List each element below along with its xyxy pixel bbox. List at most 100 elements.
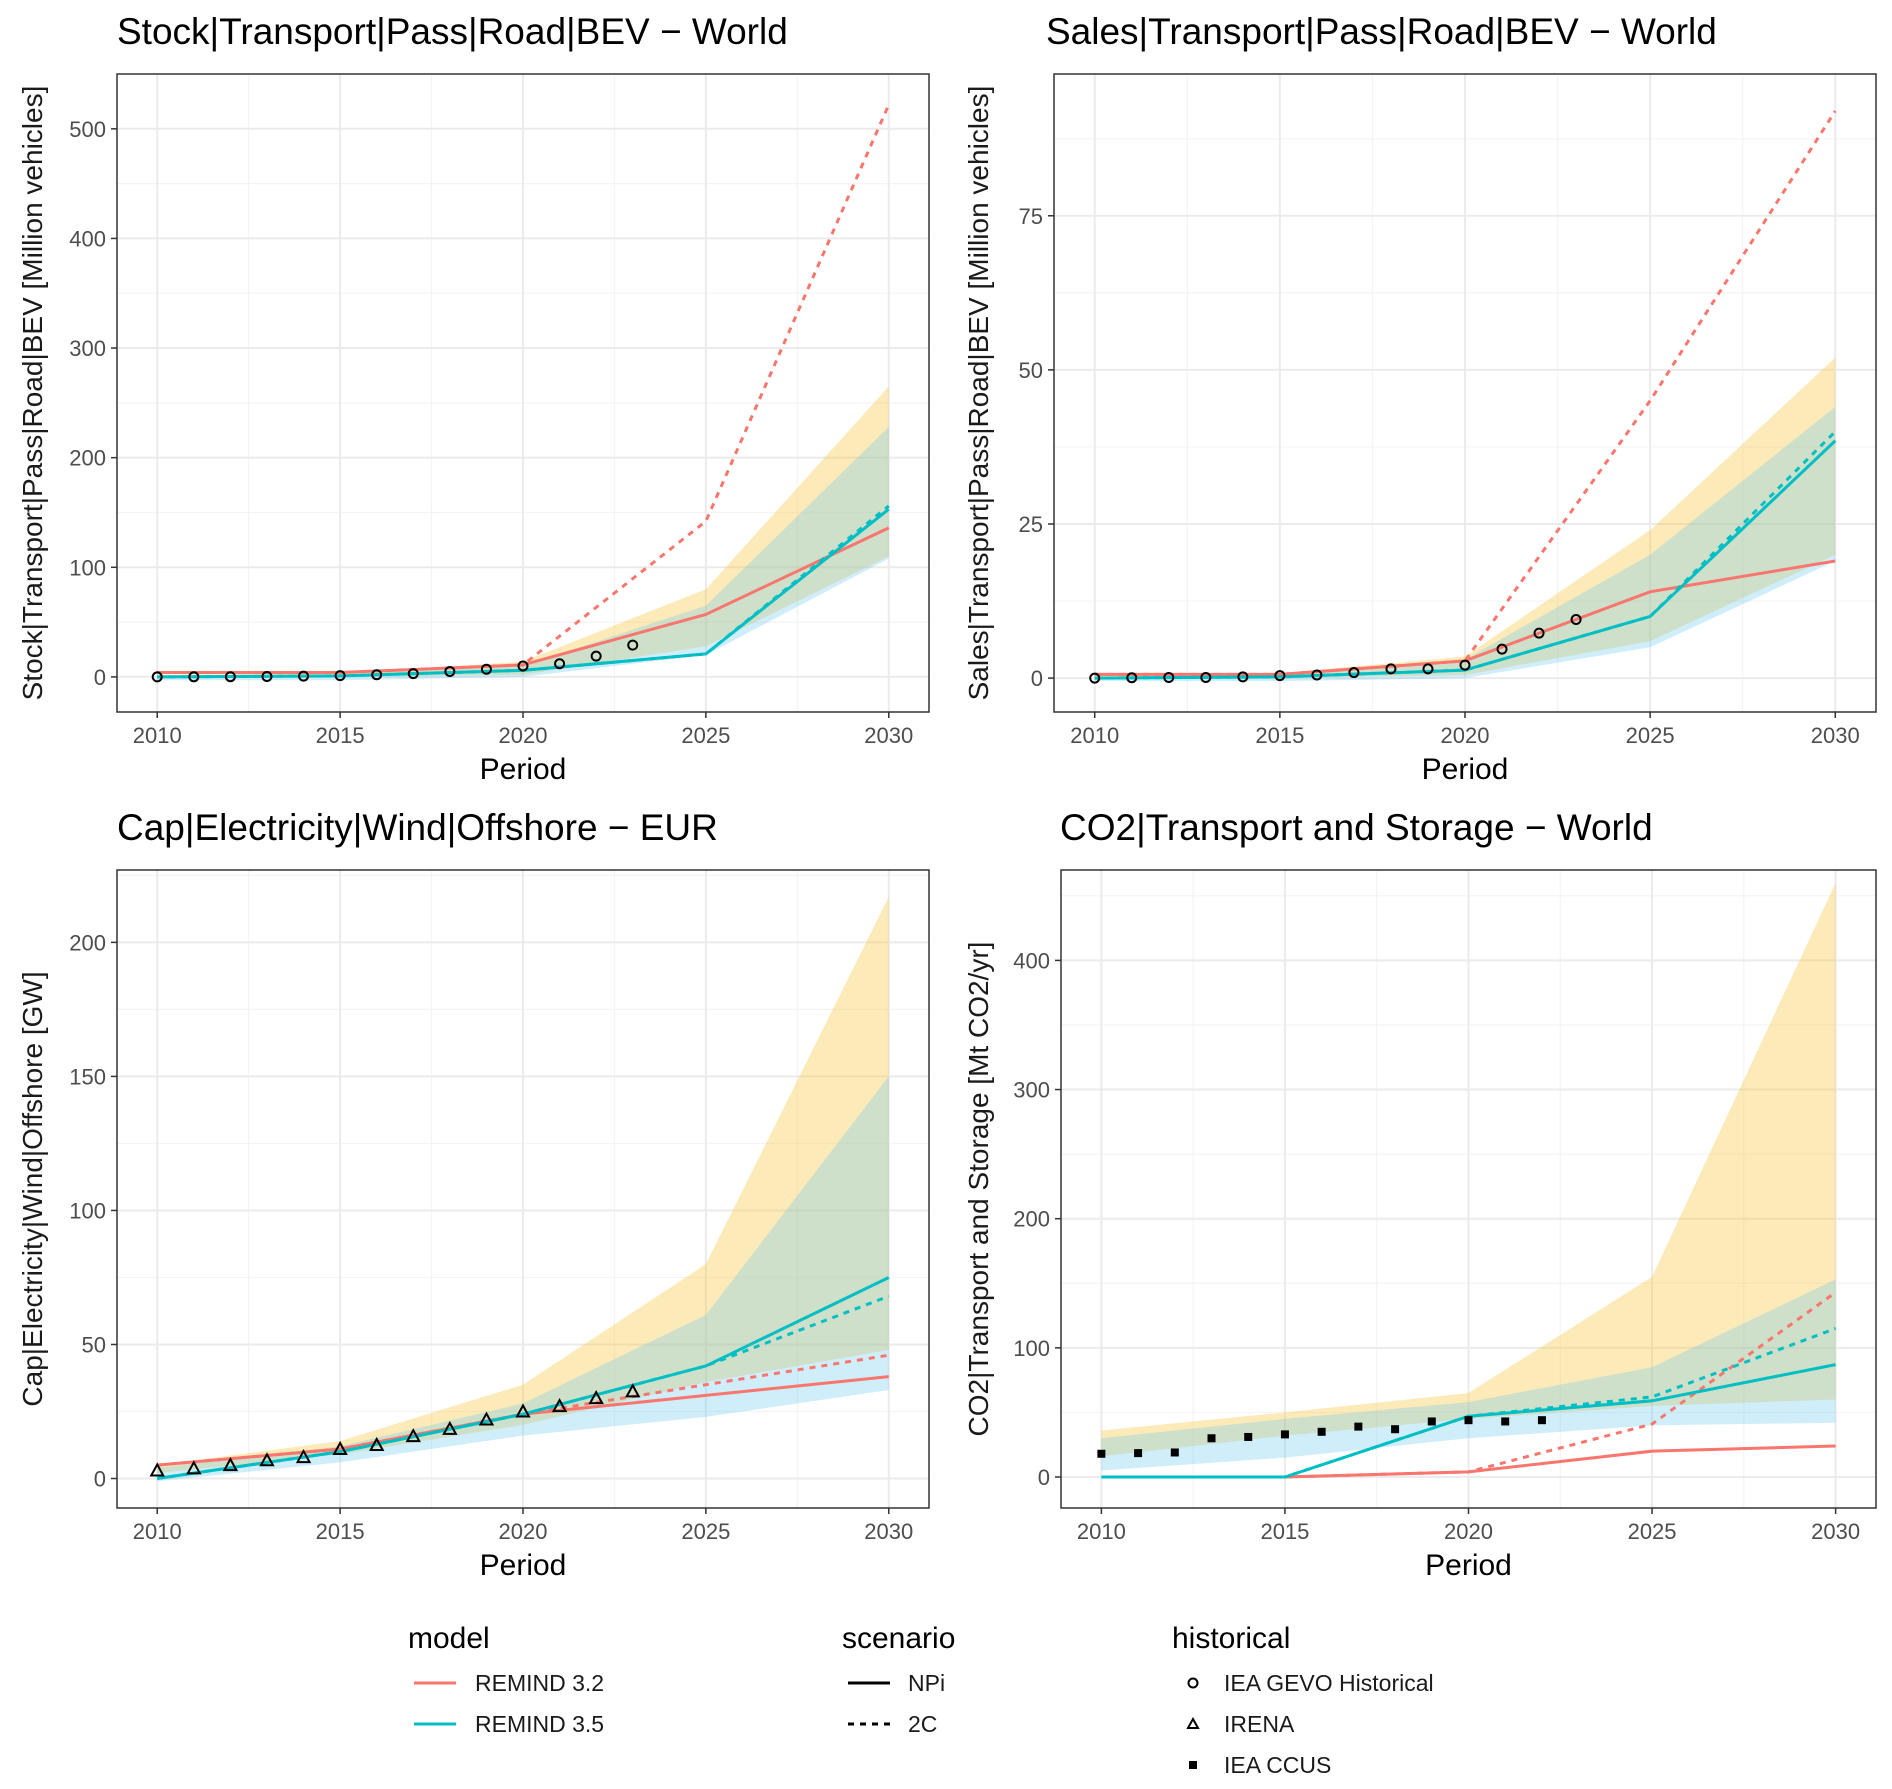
historical-point-iea-gevo-historical — [1089, 672, 1101, 684]
y-tick-label: 0 — [1038, 1465, 1050, 1490]
historical-point-irena — [222, 1457, 239, 1472]
historical-point-iea-gevo-historical — [480, 663, 492, 675]
historical-point-irena — [332, 1440, 348, 1456]
y-tick-label: 150 — [69, 1064, 106, 1089]
range-band-yellow — [157, 896, 889, 1474]
x-tick-label: 2030 — [1811, 723, 1860, 748]
y-tick-label: 100 — [69, 555, 106, 580]
x-tick-label: 2010 — [133, 1519, 182, 1544]
series-line-remind-3-2-npi — [1284, 1444, 1836, 1479]
x-tick-label: 2010 — [1070, 723, 1119, 748]
legend-circle-marker-icon — [1187, 1677, 1199, 1689]
panel-offshore-wind: 2010 2015 2020 2025 2030 0 50 100 150 200 Cap|Elec… — [17, 807, 930, 1582]
chart-title: Cap|Electricity|Wind|Offshore − EUR — [117, 807, 718, 848]
historical-point-irena — [186, 1460, 202, 1475]
y-tick-label: 50 — [82, 1332, 106, 1357]
historical-point-iea-gevo-historical — [407, 668, 419, 680]
series-line-remind-3-5-2c — [157, 1294, 890, 1480]
historical-point-iea-ccus — [1537, 1416, 1546, 1425]
x-tick-label: 2025 — [681, 723, 730, 748]
x-tick-label: 2015 — [1260, 1519, 1309, 1544]
x-tick-label: 2015 — [316, 723, 365, 748]
y-tick-label: 400 — [1013, 948, 1050, 973]
y-tick-label: 200 — [69, 446, 106, 471]
historical-point-iea-ccus — [1134, 1449, 1143, 1458]
historical-point-iea-gevo-historical — [188, 671, 200, 683]
y-tick-label: 0 — [94, 1467, 106, 1492]
legend-model: model REMIND 3.2 REMIND 3.5 — [408, 1622, 604, 1737]
x-axis-label: Period — [480, 1549, 567, 1582]
chart-title: CO2|Transport and Storage − World — [1060, 807, 1653, 848]
historical-point-irena — [588, 1390, 604, 1405]
y-tick-label: 100 — [1013, 1336, 1050, 1361]
historical-point-irena — [478, 1411, 495, 1426]
y-tick-label: 75 — [1019, 204, 1043, 229]
y-tick-label: 400 — [69, 226, 106, 251]
historical-point-iea-gevo-historical — [371, 669, 383, 681]
historical-point-iea-gevo-historical — [627, 639, 639, 651]
x-tick-label: 2020 — [1441, 723, 1490, 748]
historical-point-iea-ccus — [1427, 1417, 1436, 1426]
historical-point-iea-ccus — [1354, 1422, 1363, 1431]
data-layer — [1089, 110, 1837, 684]
historical-point-iea-gevo-historical — [1237, 671, 1249, 683]
historical-point-iea-gevo-historical — [1311, 669, 1323, 681]
legend-2c-label: 2C — [908, 1711, 937, 1737]
historical-point-iea-gevo-historical — [1496, 643, 1508, 655]
historical-point-iea-ccus — [1280, 1430, 1289, 1439]
legend-iea-ccus-label: IEA CCUS — [1224, 1752, 1331, 1778]
x-tick-label: 2025 — [681, 1519, 730, 1544]
x-tick-label: 2020 — [499, 723, 548, 748]
historical-point-iea-gevo-historical — [554, 658, 566, 670]
historical-point-iea-gevo-historical — [334, 670, 346, 682]
x-tick-label: 2025 — [1628, 1519, 1677, 1544]
chart-title: Sales|Transport|Pass|Road|BEV − World — [1046, 11, 1717, 52]
y-axis-label: CO2|Transport and Storage [Mt CO2/yr] — [963, 942, 994, 1437]
y-tick-label: 500 — [69, 117, 106, 142]
x-tick-label: 2020 — [1444, 1519, 1493, 1544]
range-band-blue — [1094, 406, 1836, 682]
y-tick-label: 300 — [1013, 1078, 1050, 1103]
historical-point-iea-gevo-historical — [224, 671, 236, 683]
series-line-remind-3-2-2c — [157, 104, 891, 675]
historical-point-iea-gevo-historical — [1533, 627, 1545, 639]
historical-point-iea-ccus — [1391, 1425, 1400, 1434]
legend-remind32-label: REMIND 3.2 — [475, 1670, 604, 1696]
y-tick-label: 0 — [94, 665, 106, 690]
panel-sales-bev: 2010 2015 2020 2025 2030 0 25 50 75 Sales|Transpo… — [963, 11, 1877, 786]
historical-point-iea-gevo-historical — [1385, 663, 1397, 675]
series-line-remind-3-2-2c — [1284, 1291, 1837, 1479]
chart-title: Stock|Transport|Pass|Road|BEV − World — [117, 11, 788, 52]
x-axis-label: Period — [1425, 1549, 1512, 1582]
legend-iea-gevo-label: IEA GEVO Historical — [1224, 1670, 1434, 1696]
range-band-yellow — [1094, 357, 1836, 679]
historical-point-iea-gevo-historical — [1200, 671, 1212, 683]
x-axis-label: Period — [1422, 753, 1509, 786]
historical-point-iea-ccus — [1170, 1448, 1179, 1457]
panel-stock-bev: 2010 2015 2020 2025 2030 0 100 200 300 400 500 Stoc… — [17, 11, 930, 786]
historical-point-iea-gevo-historical — [1126, 672, 1138, 684]
historical-point-iea-ccus — [1464, 1416, 1473, 1425]
y-tick-label: 200 — [69, 930, 106, 955]
y-tick-label: 25 — [1019, 512, 1043, 537]
series-line-remind-3-2-2c — [157, 1353, 890, 1467]
legend-remind35-label: REMIND 3.5 — [475, 1711, 604, 1737]
x-axis-label: Period — [480, 753, 567, 786]
y-tick-label: 300 — [69, 336, 106, 361]
historical-point-iea-ccus — [1207, 1434, 1216, 1443]
historical-point-iea-gevo-historical — [261, 670, 273, 682]
historical-point-iea-ccus — [1097, 1449, 1106, 1458]
legend-scenario: scenario NPi 2C — [842, 1622, 955, 1737]
historical-point-iea-ccus — [1244, 1432, 1253, 1441]
y-axis-label: Cap|Electricity|Wind|Offshore [GW] — [17, 971, 48, 1406]
historical-point-iea-gevo-historical — [298, 670, 310, 682]
range-band-yellow — [157, 386, 889, 677]
historical-point-iea-gevo-historical — [590, 650, 602, 662]
historical-point-irena — [442, 1420, 458, 1435]
x-tick-label: 2030 — [1811, 1519, 1860, 1544]
panel-co2-transport-storage: 2010 2015 2020 2025 2030 0 100 200 300 400 CO2|Tra… — [963, 807, 1877, 1582]
historical-point-iea-ccus — [1317, 1427, 1326, 1436]
historical-point-irena — [369, 1436, 385, 1451]
data-layer — [149, 896, 890, 1482]
